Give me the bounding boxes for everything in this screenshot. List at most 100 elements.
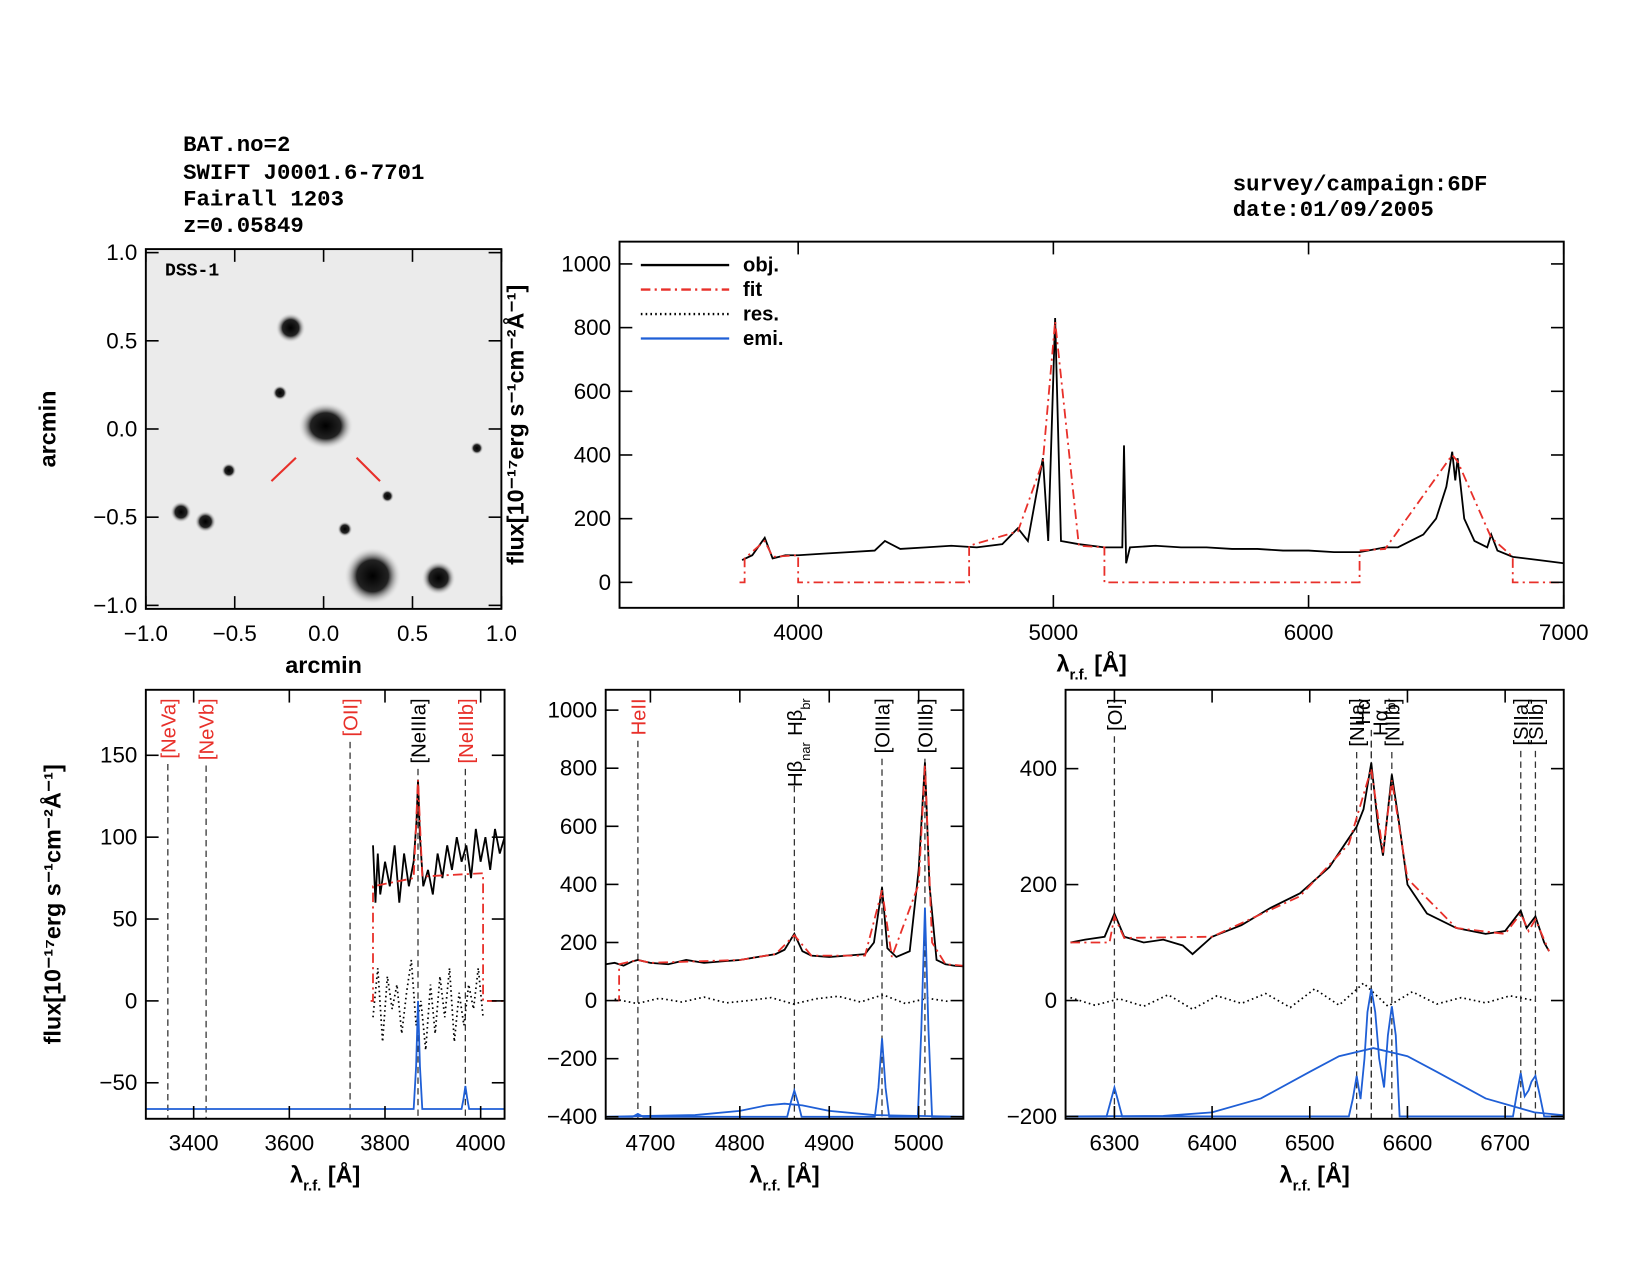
spectrum-line xyxy=(1070,762,1550,956)
figure-root: BAT.no=2 SWIFT J0001.6-7701 Fairall 1203… xyxy=(34,132,1588,1195)
line-label-text: [NIIa] xyxy=(1347,698,1369,746)
line-label: HeII xyxy=(628,698,650,735)
plot-frame xyxy=(618,240,1565,609)
axis-title: flux[10⁻¹⁷erg s⁻¹cm⁻²Å⁻¹] xyxy=(502,285,529,565)
line-label-text: [OIIIa] xyxy=(872,698,894,753)
spectrum-line xyxy=(739,321,1564,584)
header-line: SWIFT J0001.6-7701 xyxy=(183,160,424,186)
axis-title-main: λ xyxy=(1280,1162,1293,1188)
x-tick-label: 6700 xyxy=(1480,1131,1530,1156)
y-tick-label: −50 xyxy=(99,1070,137,1095)
spectrum-line xyxy=(1070,982,1535,1011)
y-tick-label: 1.0 xyxy=(106,240,137,265)
line-label: [SIIb] xyxy=(1526,698,1548,745)
line-label-text: [OI] xyxy=(1105,698,1127,731)
y-tick-label: 0 xyxy=(585,988,597,1013)
spectrum-line xyxy=(614,993,951,1005)
line-label: Hαbr xyxy=(1370,698,1398,736)
header-line: z=0.05849 xyxy=(183,213,304,239)
header-line: Fairall 1203 xyxy=(183,186,344,212)
line-label-sub: br xyxy=(797,698,812,710)
axis-title: λr.f. [Å] xyxy=(1280,1161,1350,1195)
line-label: [NeVa] xyxy=(158,698,180,758)
line-label: [OII] xyxy=(341,698,363,736)
axis-title: arcmin xyxy=(34,391,60,468)
axis-title-unit: [Å] xyxy=(1311,1161,1350,1188)
survey-label: survey/campaign:6DF xyxy=(1233,172,1488,198)
y-tick-label: −200 xyxy=(1007,1104,1057,1129)
date-label: date:01/09/2005 xyxy=(1233,197,1434,223)
axis-title-unit: [Å] xyxy=(321,1161,360,1188)
y-tick-label: 400 xyxy=(574,442,611,467)
x-tick-label: −0.5 xyxy=(213,621,257,646)
x-tick-label: 6000 xyxy=(1284,620,1334,645)
line-label-text: [OII] xyxy=(341,698,363,736)
line-label: [OIIIb] xyxy=(915,698,937,753)
axis-title-unit: [Å] xyxy=(1088,650,1127,677)
spectrum-line xyxy=(605,907,964,1118)
x-tick-label: 7000 xyxy=(1539,620,1589,645)
x-tick-label: 3600 xyxy=(264,1131,314,1156)
x-tick-label: 3400 xyxy=(169,1131,219,1156)
line-label-text: Hα xyxy=(1353,698,1375,725)
line-label-text: Hβ xyxy=(785,710,807,736)
axis-title: flux[10⁻¹⁷erg s⁻¹cm⁻²Å⁻¹] xyxy=(39,764,66,1044)
marker xyxy=(355,456,381,482)
x-tick-label: 4000 xyxy=(456,1131,506,1156)
spectrum-line xyxy=(370,779,505,1002)
x-tick-label: 5000 xyxy=(894,1131,944,1156)
line-label-text: [SIIa] xyxy=(1511,698,1533,745)
x-tick-label: 6300 xyxy=(1090,1131,1140,1156)
axis-title-sub: r.f. xyxy=(1070,668,1088,684)
y-tick-label: 0 xyxy=(125,988,137,1013)
line-label: Hα xyxy=(1353,698,1375,725)
plot-frame xyxy=(144,688,506,1120)
axis-title-main: λ xyxy=(1057,651,1070,677)
sky-image xyxy=(145,249,502,609)
x-tick-label: 3800 xyxy=(360,1131,410,1156)
spectrum-line xyxy=(614,765,964,1002)
axis-title: λr.f. [Å] xyxy=(290,1161,360,1195)
spectrum-line xyxy=(1070,768,1550,952)
axis-title-unit: [Å] xyxy=(781,1161,820,1188)
y-tick-label: 1000 xyxy=(547,698,597,723)
axis-title-sub: r.f. xyxy=(1293,1179,1311,1195)
line-label-sub: br xyxy=(1383,698,1398,710)
legend-label: obj. xyxy=(743,254,779,276)
line-label-text: [NeIIIa] xyxy=(408,698,430,763)
y-tick-label: 1000 xyxy=(561,251,611,276)
y-tick-label: 600 xyxy=(574,379,611,404)
line-label-sub: nar xyxy=(797,742,812,761)
y-tick-label: 200 xyxy=(1020,872,1057,897)
spectrum-line xyxy=(741,318,1564,565)
line-label: [NeIIIb] xyxy=(456,698,478,763)
line-label-text: [SIIb] xyxy=(1526,698,1548,745)
line-label: [NeVb] xyxy=(197,698,219,760)
axis-title-sub: r.f. xyxy=(303,1179,321,1195)
y-tick-label: 200 xyxy=(560,930,597,955)
header-line: BAT.no=2 xyxy=(183,132,290,158)
x-tick-label: 5000 xyxy=(1029,620,1079,645)
image-label: DSS-1 xyxy=(165,262,219,282)
y-tick-label: 100 xyxy=(100,825,137,850)
axis-title-main: λ xyxy=(749,1162,762,1188)
y-tick-label: 0 xyxy=(599,570,611,595)
line-label-text: [OIIIb] xyxy=(915,698,937,753)
spectrum-line xyxy=(605,762,964,968)
spectrum-line xyxy=(1065,1047,1564,1118)
line-label: [OIIIa] xyxy=(872,698,894,753)
axis-title: λr.f. [Å] xyxy=(749,1161,819,1195)
x-tick-label: 4900 xyxy=(804,1131,854,1156)
y-tick-label: −0.5 xyxy=(93,505,137,530)
line-label: [OI] xyxy=(1105,698,1127,731)
y-tick-label: 0.5 xyxy=(106,328,137,353)
y-tick-label: 200 xyxy=(574,506,611,531)
axis-title-main: λ xyxy=(290,1162,303,1188)
y-tick-label: 600 xyxy=(560,814,597,839)
axis-title-sub: r.f. xyxy=(762,1179,780,1195)
y-tick-label: 150 xyxy=(100,743,137,768)
line-label: HβnarHβbr xyxy=(785,698,813,787)
x-tick-label: −1.0 xyxy=(124,621,168,646)
legend-label: fit xyxy=(743,279,762,301)
